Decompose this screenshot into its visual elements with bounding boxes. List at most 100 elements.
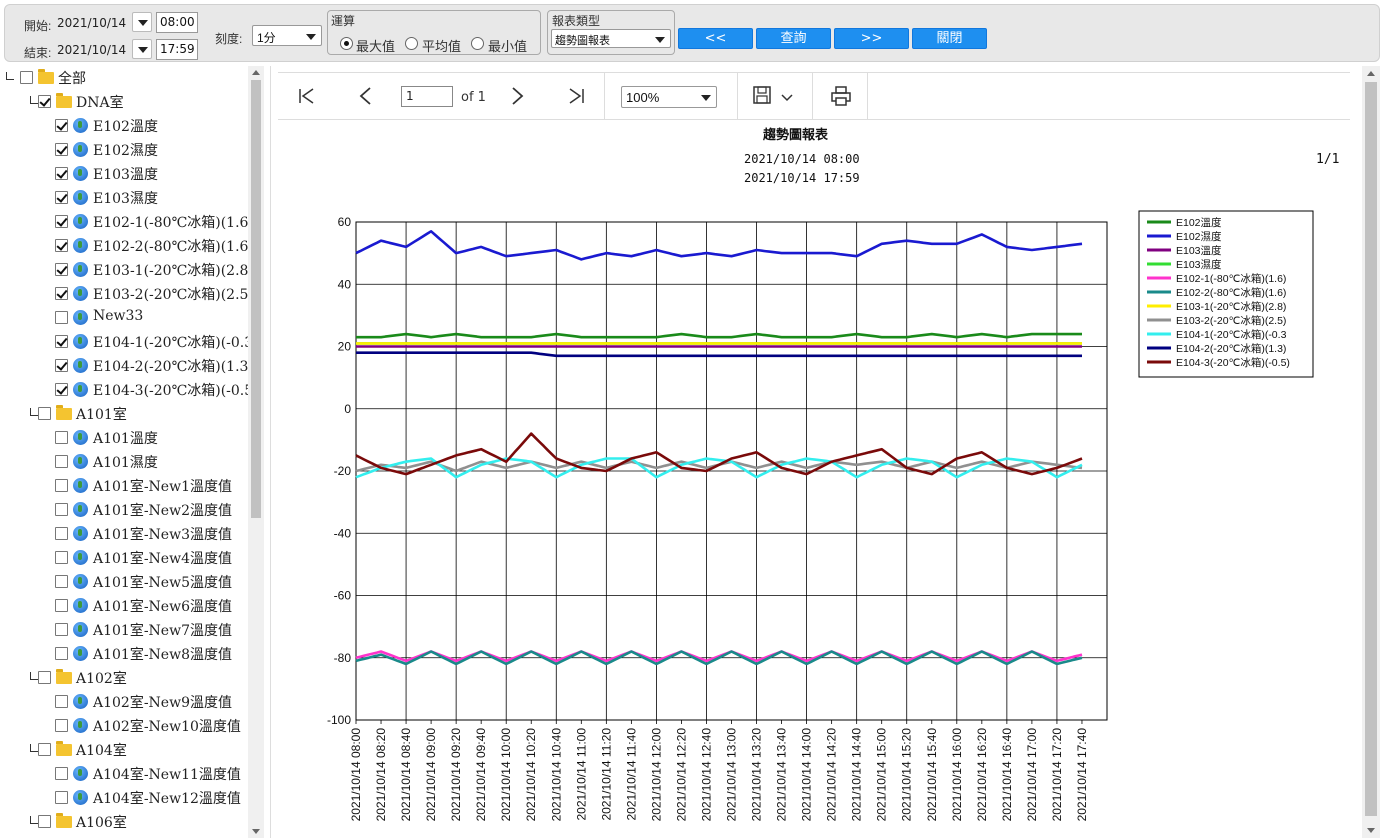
tree-checkbox[interactable] xyxy=(55,359,68,372)
calc-max-radio[interactable] xyxy=(340,37,353,50)
tree-item[interactable]: E103濕度 xyxy=(0,186,250,210)
tree-checkbox[interactable] xyxy=(55,479,68,492)
tree-item[interactable]: A101室-New5溫度值 xyxy=(0,570,250,594)
tree-item[interactable]: E103-2(-20℃冰箱)(2.5) xyxy=(0,282,254,306)
expand-icon[interactable] xyxy=(6,72,14,80)
tree-checkbox[interactable] xyxy=(38,815,51,828)
tree-checkbox[interactable] xyxy=(38,407,51,420)
tree-checkbox[interactable] xyxy=(55,263,68,276)
tree-item[interactable]: A101室-New1溫度值 xyxy=(0,474,250,498)
last-page-icon[interactable] xyxy=(567,87,585,105)
tree-folder[interactable]: A104室 xyxy=(0,738,250,762)
report-scrollbar[interactable] xyxy=(1362,66,1380,838)
tree-item[interactable]: A104室-New12溫度值 xyxy=(0,786,250,810)
tree-checkbox[interactable] xyxy=(55,335,68,348)
tree-item[interactable]: A101室-New7溫度值 xyxy=(0,618,250,642)
tree-checkbox[interactable] xyxy=(55,191,68,204)
tree-checkbox[interactable] xyxy=(55,383,68,396)
tree-item[interactable]: A101室-New3溫度值 xyxy=(0,522,250,546)
prev-page-icon[interactable] xyxy=(358,86,374,106)
tree-item[interactable]: A101室-New6溫度值 xyxy=(0,594,250,618)
start-time-input[interactable]: 08:00 xyxy=(156,12,198,33)
tree-item[interactable]: A104室-New11溫度值 xyxy=(0,762,250,786)
tree-item[interactable]: E102-1(-80℃冰箱)(1.6) xyxy=(0,210,254,234)
tree-item[interactable]: A102室-New10溫度值 xyxy=(0,714,250,738)
tree-checkbox[interactable] xyxy=(55,431,68,444)
tree-folder[interactable]: 全部 xyxy=(0,66,250,90)
print-icon[interactable] xyxy=(830,85,852,107)
end-time-input[interactable]: 17:59 xyxy=(156,39,198,60)
tree-checkbox[interactable] xyxy=(38,671,51,684)
start-date-dropdown[interactable] xyxy=(132,12,152,32)
expand-icon[interactable] xyxy=(30,816,38,824)
tree-checkbox[interactable] xyxy=(55,599,68,612)
tree-checkbox[interactable] xyxy=(55,767,68,780)
tree-scrollbar-thumb[interactable] xyxy=(251,80,261,518)
calc-max-label[interactable]: 最大值 xyxy=(356,39,396,54)
tree-checkbox[interactable] xyxy=(55,455,68,468)
expand-icon[interactable] xyxy=(30,672,38,680)
save-icon[interactable] xyxy=(752,85,772,105)
tree-item[interactable]: A101室-New4溫度值 xyxy=(0,546,250,570)
tree-checkbox[interactable] xyxy=(55,311,68,324)
tree-item[interactable]: E102溫度 xyxy=(0,114,250,138)
page-number-input[interactable]: 1 xyxy=(401,86,453,107)
tree-item[interactable]: A102室-New9溫度值 xyxy=(0,690,250,714)
tree-checkbox[interactable] xyxy=(38,95,51,108)
tree-item[interactable]: E102濕度 xyxy=(0,138,250,162)
start-date-value[interactable]: 2021/10/14 xyxy=(57,16,127,30)
report-type-select[interactable]: 趨勢圖報表 xyxy=(551,29,671,48)
tree-checkbox[interactable] xyxy=(55,647,68,660)
tree-item[interactable]: E104-2(-20℃冰箱)(1.3) xyxy=(0,354,254,378)
tree-item[interactable]: E103溫度 xyxy=(0,162,250,186)
scale-select[interactable]: 1分 xyxy=(252,25,322,46)
query-button[interactable]: 查詢 xyxy=(756,28,831,49)
tree-item[interactable]: E102-2(-80℃冰箱)(1.6) xyxy=(0,234,254,258)
expand-icon[interactable] xyxy=(30,744,38,752)
tree-folder[interactable]: A101室 xyxy=(0,402,250,426)
next-button[interactable]: >> xyxy=(834,28,909,49)
scroll-down-icon[interactable] xyxy=(1367,828,1375,833)
tree-folder[interactable]: A106室 xyxy=(0,810,250,834)
tree-item[interactable]: E103-1(-20℃冰箱)(2.8) xyxy=(0,258,254,282)
tree-item[interactable]: A101室-New8溫度值 xyxy=(0,642,250,666)
end-date-dropdown[interactable] xyxy=(132,39,152,59)
tree-checkbox[interactable] xyxy=(55,503,68,516)
tree-checkbox[interactable] xyxy=(55,167,68,180)
tree-checkbox[interactable] xyxy=(20,71,33,84)
tree-checkbox[interactable] xyxy=(55,551,68,564)
tree-checkbox[interactable] xyxy=(55,119,68,132)
tree-checkbox[interactable] xyxy=(55,623,68,636)
calc-min-radio[interactable] xyxy=(471,37,484,50)
tree-folder[interactable]: A102室 xyxy=(0,666,250,690)
tree-checkbox[interactable] xyxy=(55,143,68,156)
scroll-up-icon[interactable] xyxy=(252,70,260,75)
tree-folder[interactable]: DNA室 xyxy=(0,90,250,114)
chevron-down-icon[interactable] xyxy=(780,93,794,103)
tree-checkbox[interactable] xyxy=(55,287,68,300)
first-page-icon[interactable] xyxy=(298,87,316,105)
expand-icon[interactable] xyxy=(30,96,38,104)
tree-item[interactable]: New33 xyxy=(0,306,250,330)
expand-icon[interactable] xyxy=(30,408,38,416)
tree-item[interactable]: E104-3(-20℃冰箱)(-0.5 xyxy=(0,378,253,402)
tree-item[interactable]: A101溫度 xyxy=(0,426,250,450)
tree-item[interactable]: E104-1(-20℃冰箱)(-0.3 xyxy=(0,330,253,354)
calc-avg-label[interactable]: 平均值 xyxy=(422,39,462,54)
tree-item[interactable]: A101濕度 xyxy=(0,450,250,474)
scroll-down-icon[interactable] xyxy=(252,829,260,834)
tree-checkbox[interactable] xyxy=(55,239,68,252)
tree-checkbox[interactable] xyxy=(55,695,68,708)
tree-checkbox[interactable] xyxy=(55,575,68,588)
prev-button[interactable]: << xyxy=(678,28,753,49)
tree-scrollbar[interactable] xyxy=(248,66,264,838)
close-button[interactable]: 關閉 xyxy=(912,28,987,49)
tree-checkbox[interactable] xyxy=(55,719,68,732)
tree-checkbox[interactable] xyxy=(55,791,68,804)
tree-checkbox[interactable] xyxy=(55,215,68,228)
tree-checkbox[interactable] xyxy=(55,527,68,540)
tree-checkbox[interactable] xyxy=(38,743,51,756)
scroll-up-icon[interactable] xyxy=(1367,71,1375,76)
next-page-icon[interactable] xyxy=(509,86,525,106)
calc-min-label[interactable]: 最小值 xyxy=(488,39,528,54)
